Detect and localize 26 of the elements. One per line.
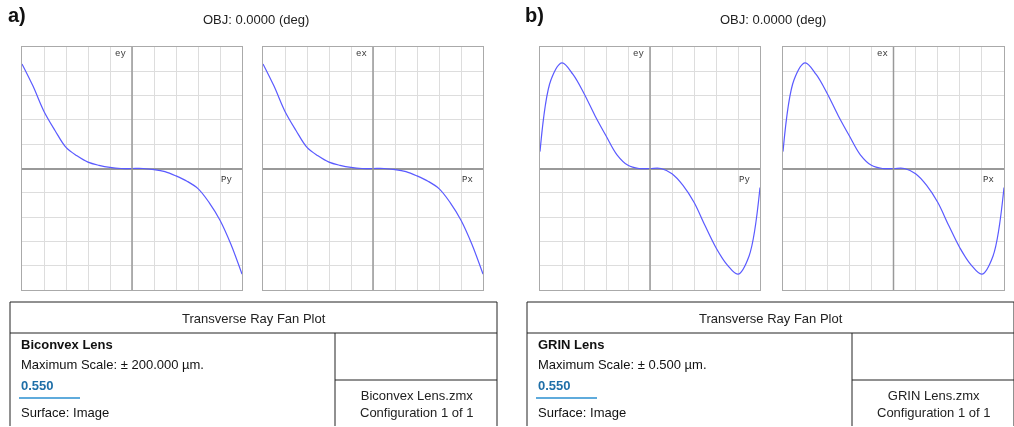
text: OBJ: 0.0000 (deg) — [203, 12, 310, 27]
text: GRIN Lens — [538, 337, 605, 352]
y-axis-title: ex — [877, 49, 888, 59]
text: 0.550 — [21, 378, 54, 393]
text: Biconvex Lens.zmx — [360, 388, 474, 403]
text: Biconvex Lens — [21, 337, 113, 352]
x-axis-title: Px — [462, 175, 473, 185]
text: Maximum Scale: ± 200.000 µm. — [21, 357, 204, 372]
text: b) — [525, 4, 544, 26]
text: Transverse Ray Fan Plot — [182, 311, 326, 326]
text: Surface: Image — [21, 405, 110, 420]
y-axis-title: ey — [633, 49, 645, 59]
text: GRIN Lens.zmx — [887, 388, 981, 403]
text: Configuration 1 of 1 — [877, 404, 991, 420]
text: Surface: Image — [538, 405, 627, 420]
y-axis-title: ex — [356, 49, 367, 59]
y-axis-title: ey — [115, 49, 127, 59]
text: OBJ: 0.0000 (deg) — [720, 12, 827, 27]
text: Maximum Scale: ± 0.500 µm. — [538, 357, 707, 372]
x-axis-title: Py — [739, 175, 751, 185]
x-axis-title: Px — [983, 175, 994, 185]
text: 0.550 — [538, 378, 571, 393]
text: Configuration 1 of 1 — [360, 404, 474, 420]
x-axis-title: Py — [221, 175, 233, 185]
text: Transverse Ray Fan Plot — [699, 311, 843, 326]
text: a) — [8, 4, 26, 26]
